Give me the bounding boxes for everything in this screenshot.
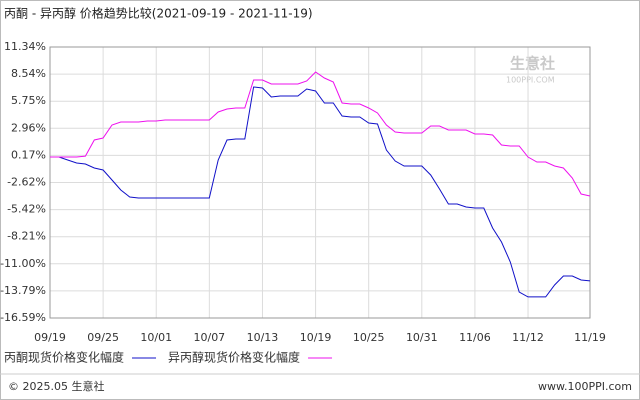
watermark-name: 生意社 xyxy=(510,55,555,73)
x-tick-label: 11/12 xyxy=(512,331,544,344)
x-tick-label: 10/19 xyxy=(300,331,332,344)
footer-url: www.100PPI.com xyxy=(538,380,632,393)
legend-label: 丙酮现货价格变化幅度 xyxy=(4,350,124,365)
y-tick-label: 0.17% xyxy=(11,148,46,161)
x-tick-label: 09/19 xyxy=(34,331,66,344)
y-tick-label: 8.54% xyxy=(11,67,46,80)
series-line xyxy=(50,71,591,197)
footer-copyright: © 2025.05 生意社 xyxy=(8,379,104,393)
y-tick-label: 11.34% xyxy=(4,40,46,53)
legend-label: 异丙醇现货价格变化幅度 xyxy=(168,350,300,365)
watermark-site: 100PPI.COM xyxy=(506,76,555,85)
plot-border xyxy=(49,46,591,319)
y-tick-label: 5.75% xyxy=(11,94,46,107)
chart-title: 丙酮 - 异丙醇 价格趋势比较(2021-09-19 - 2021-11-19) xyxy=(4,6,313,21)
x-tick-label: 10/31 xyxy=(406,331,438,344)
y-tick-label: -13.79% xyxy=(0,284,46,297)
y-tick-label: -8.21% xyxy=(7,230,46,243)
x-tick-label: 09/25 xyxy=(87,331,119,344)
y-tick-label: -5.42% xyxy=(7,203,46,216)
y-tick-label: -2.62% xyxy=(7,175,46,188)
x-tick-label: 11/19 xyxy=(574,331,606,344)
x-tick-label: 10/07 xyxy=(193,331,225,344)
y-tick-label: -11.00% xyxy=(0,257,46,270)
y-tick-label: 2.96% xyxy=(11,121,46,134)
series-line xyxy=(50,86,591,298)
y-tick-label: -16.59% xyxy=(0,311,46,324)
x-tick-label: 11/06 xyxy=(459,331,491,344)
x-tick-label: 10/25 xyxy=(353,331,385,344)
x-tick-label: 10/13 xyxy=(247,331,279,344)
x-tick-label: 10/01 xyxy=(140,331,172,344)
